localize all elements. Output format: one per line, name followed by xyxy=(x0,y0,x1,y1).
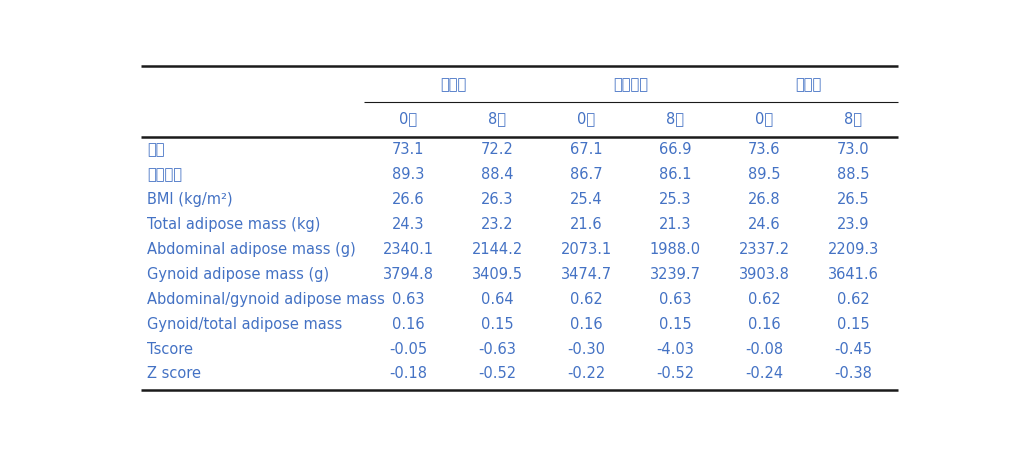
Text: -0.52: -0.52 xyxy=(478,366,517,382)
Text: -0.05: -0.05 xyxy=(389,342,427,357)
Text: BMI (kg/m²): BMI (kg/m²) xyxy=(147,192,233,207)
Text: -0.30: -0.30 xyxy=(567,342,606,357)
Text: -0.38: -0.38 xyxy=(834,366,872,382)
Text: 2340.1: 2340.1 xyxy=(383,242,434,257)
Text: -0.63: -0.63 xyxy=(478,342,517,357)
Text: 23.2: 23.2 xyxy=(481,217,514,232)
Text: 8주: 8주 xyxy=(844,111,862,126)
Text: 73.6: 73.6 xyxy=(748,142,780,157)
Text: 3903.8: 3903.8 xyxy=(738,267,789,282)
Text: 72.2: 72.2 xyxy=(481,142,514,157)
Text: -0.52: -0.52 xyxy=(656,366,694,382)
Text: 0.15: 0.15 xyxy=(837,317,869,331)
Text: 3641.6: 3641.6 xyxy=(828,267,878,282)
Text: -4.03: -4.03 xyxy=(656,342,694,357)
Text: Z score: Z score xyxy=(147,366,201,382)
Text: 25.3: 25.3 xyxy=(659,192,692,207)
Text: 복부둘레: 복부둘레 xyxy=(147,167,182,182)
Text: 73.0: 73.0 xyxy=(837,142,869,157)
Text: 88.4: 88.4 xyxy=(481,167,514,182)
Text: 혼합식군: 혼합식군 xyxy=(613,77,648,92)
Text: 0.64: 0.64 xyxy=(481,291,514,307)
Text: 한식군: 한식군 xyxy=(795,77,822,92)
Text: 0.15: 0.15 xyxy=(658,317,692,331)
Text: 24.3: 24.3 xyxy=(392,217,424,232)
Text: -0.08: -0.08 xyxy=(746,342,783,357)
Text: 21.3: 21.3 xyxy=(659,217,692,232)
Text: 0.16: 0.16 xyxy=(392,317,424,331)
Text: 3409.5: 3409.5 xyxy=(472,267,523,282)
Text: Abdominal adipose mass (g): Abdominal adipose mass (g) xyxy=(147,242,356,257)
Text: 3794.8: 3794.8 xyxy=(383,267,434,282)
Text: Abdominal/gynoid adipose mass: Abdominal/gynoid adipose mass xyxy=(147,291,385,307)
Text: 26.3: 26.3 xyxy=(481,192,514,207)
Text: 26.8: 26.8 xyxy=(748,192,780,207)
Text: 0.63: 0.63 xyxy=(659,291,692,307)
Text: 0.62: 0.62 xyxy=(570,291,603,307)
Text: 26.6: 26.6 xyxy=(392,192,424,207)
Text: -0.24: -0.24 xyxy=(746,366,783,382)
Text: -0.22: -0.22 xyxy=(567,366,606,382)
Text: 0.16: 0.16 xyxy=(570,317,603,331)
Text: Gynoid adipose mass (g): Gynoid adipose mass (g) xyxy=(147,267,329,282)
Text: 88.5: 88.5 xyxy=(837,167,869,182)
Text: 3474.7: 3474.7 xyxy=(561,267,612,282)
Text: 89.5: 89.5 xyxy=(748,167,780,182)
Text: -0.45: -0.45 xyxy=(834,342,872,357)
Text: 86.1: 86.1 xyxy=(659,167,692,182)
Text: 86.7: 86.7 xyxy=(570,167,603,182)
Text: 8주: 8주 xyxy=(667,111,684,126)
Text: 0주: 0주 xyxy=(577,111,596,126)
Text: Tscore: Tscore xyxy=(147,342,193,357)
Text: 대조군: 대조군 xyxy=(440,77,466,92)
Text: 0.16: 0.16 xyxy=(748,317,780,331)
Text: 0주: 0주 xyxy=(755,111,773,126)
Text: 3239.7: 3239.7 xyxy=(649,267,701,282)
Text: -0.18: -0.18 xyxy=(389,366,427,382)
Text: 2209.3: 2209.3 xyxy=(828,242,878,257)
Text: 23.9: 23.9 xyxy=(837,217,869,232)
Text: 2073.1: 2073.1 xyxy=(561,242,612,257)
Text: 89.3: 89.3 xyxy=(392,167,424,182)
Text: 0.15: 0.15 xyxy=(481,317,514,331)
Text: 73.1: 73.1 xyxy=(392,142,424,157)
Text: 0주: 0주 xyxy=(399,111,417,126)
Text: 1988.0: 1988.0 xyxy=(649,242,701,257)
Text: 66.9: 66.9 xyxy=(659,142,692,157)
Text: 0.63: 0.63 xyxy=(392,291,424,307)
Text: 24.6: 24.6 xyxy=(748,217,780,232)
Text: 0.62: 0.62 xyxy=(837,291,869,307)
Text: 21.6: 21.6 xyxy=(570,217,603,232)
Text: 8주: 8주 xyxy=(488,111,506,126)
Text: 25.4: 25.4 xyxy=(570,192,603,207)
Text: 2144.2: 2144.2 xyxy=(472,242,523,257)
Text: Total adipose mass (kg): Total adipose mass (kg) xyxy=(147,217,320,232)
Text: 67.1: 67.1 xyxy=(570,142,603,157)
Text: Gynoid/total adipose mass: Gynoid/total adipose mass xyxy=(147,317,342,331)
Text: 2337.2: 2337.2 xyxy=(738,242,790,257)
Text: 체중: 체중 xyxy=(147,142,164,157)
Text: 0.62: 0.62 xyxy=(748,291,781,307)
Text: 26.5: 26.5 xyxy=(837,192,869,207)
